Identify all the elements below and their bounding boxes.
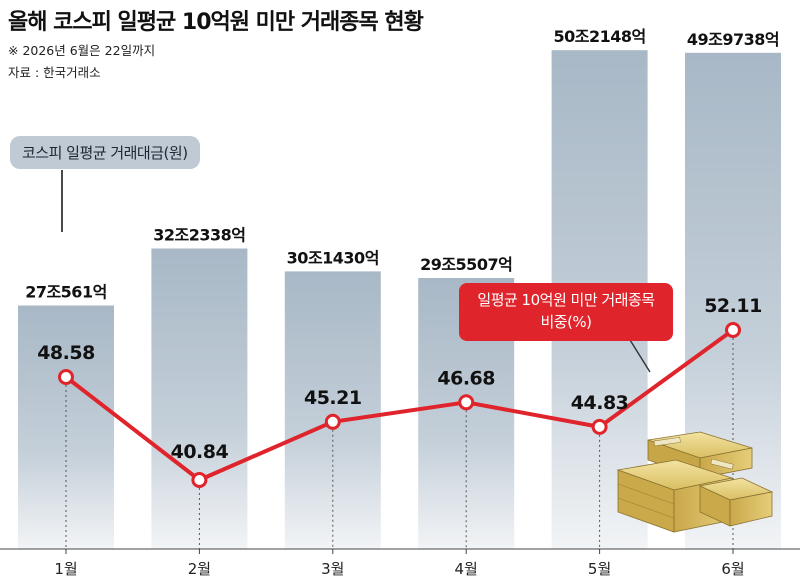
x-tick-label-6: 6월 [721, 560, 744, 578]
bar-label-2: 32조2338억 [153, 226, 245, 245]
line-series-tag-line1: 일평균 10억원 미만 거래종목 [477, 291, 655, 309]
x-tick-label-2: 2월 [188, 560, 211, 578]
bar-label-3: 30조1430억 [287, 248, 379, 267]
line-point-5 [591, 418, 608, 435]
line-tag-pointer [629, 339, 651, 373]
share-line [64, 328, 735, 482]
bar-3 [284, 271, 381, 549]
points-layer [58, 322, 741, 488]
x-tick-label-5: 5월 [588, 560, 611, 578]
line-series-tag: 일평균 10억원 미만 거래종목 비중(%) [459, 283, 673, 341]
bar-label-1: 27조561억 [25, 283, 107, 302]
line-point-4 [458, 394, 475, 411]
line-label-2: 40.84 [171, 441, 229, 463]
x-tick-label-4: 4월 [455, 560, 478, 578]
source-note: 자료 : 한국거래소 [8, 65, 101, 80]
line-layer [64, 328, 735, 482]
cash-bundle-illustration [616, 431, 774, 533]
bar-series-tag-pointer [61, 170, 63, 232]
bar-1 [18, 305, 114, 549]
date-note: ※ 2026년 6월은 22일까지 [8, 43, 156, 58]
line-series-tag-line2: 비중(%) [540, 313, 592, 331]
line-label-4: 46.68 [437, 367, 495, 389]
line-label-3: 45.21 [304, 387, 362, 409]
title-block: 올해 코스피 일평균 10억원 미만 거래종목 현황 ※ 2026년 6월은 2… [8, 4, 424, 81]
line-label-5: 44.83 [571, 392, 629, 414]
bar-label-6: 49조9738억 [687, 30, 779, 49]
line-labels-layer: 48.58 40.84 45.21 46.68 44.83 52.11 [37, 295, 762, 463]
line-point-6 [725, 322, 741, 338]
x-tick-label-3: 3월 [321, 560, 344, 578]
line-label-6: 52.11 [704, 295, 762, 317]
bar-label-4: 29조5507억 [420, 255, 512, 274]
line-point-2 [191, 472, 208, 488]
line-label-1: 48.58 [37, 342, 95, 364]
bar-label-5: 50조2148억 [553, 27, 645, 46]
bar-series-tag: 코스피 일평균 거래대금(원) [10, 136, 200, 169]
chart-title: 올해 코스피 일평균 10억원 미만 거래종목 현황 [8, 10, 424, 35]
line-point-3 [324, 413, 341, 430]
bar-labels-layer: 27조561억 32조2338억 30조1430억 29조5507억 50조2148억 4… [25, 27, 779, 301]
line-point-1 [58, 369, 74, 385]
x-tick-labels: 1월 2월 3월 4월 5월 6월 [54, 549, 745, 578]
x-tick-label-1: 1월 [54, 560, 77, 578]
